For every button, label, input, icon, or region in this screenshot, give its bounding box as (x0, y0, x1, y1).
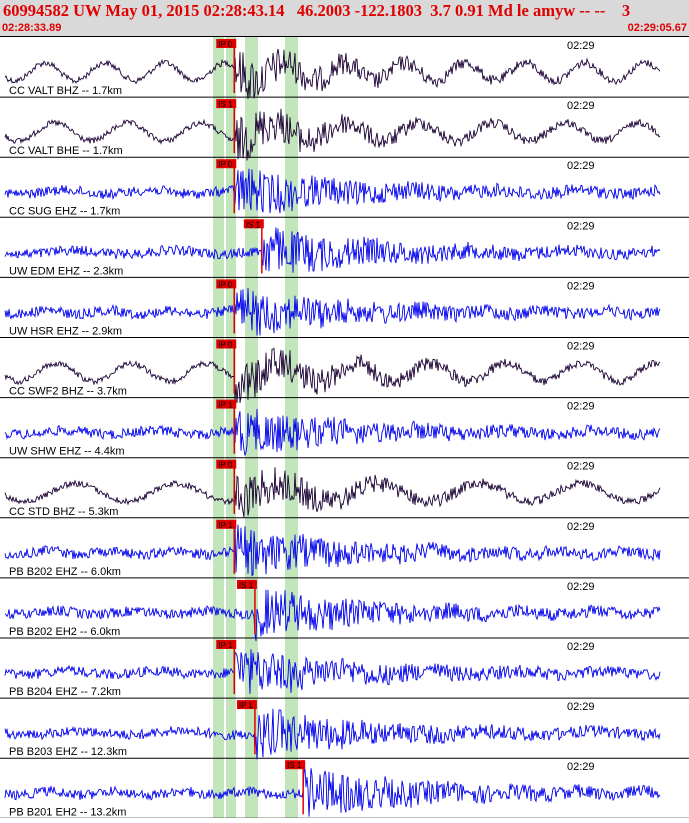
station-label: PB B202 EHZ -- 6.0km (9, 566, 121, 578)
pick-label: IS 1 (287, 761, 302, 770)
trace-row[interactable]: IP 0 02:29 CC SUG EHZ -- 1.7km (0, 159, 689, 218)
phase-band (226, 37, 236, 818)
trace-row[interactable]: IP 0 02:29 CC STD BHZ -- 5.3km (0, 459, 689, 519)
trace-time-label: 02:29 (567, 521, 595, 533)
phase-band (213, 37, 224, 818)
pick-tag[interactable] (216, 339, 237, 349)
trace-time-label: 02:29 (567, 401, 595, 413)
trace-row[interactable]: IP 1 02:29 PB B203 EHZ -- 12.3km (0, 700, 689, 760)
pick-label: IS 1 (239, 581, 254, 590)
pick-tag[interactable] (216, 399, 237, 409)
trace-row[interactable]: IS 1 02:29 PB B201 EH2 -- 13.2km (0, 760, 689, 819)
waveform (4, 649, 661, 694)
waveform (4, 168, 661, 214)
pick-label: IP 1 (239, 701, 254, 710)
trace-row[interactable]: IS 1 02:29 PB B202 EH2 -- 6.0km (0, 579, 689, 642)
pick-label: IS 1 (218, 100, 233, 109)
station-label: CC SUG EHZ -- 1.7km (9, 205, 120, 217)
trace-time-label: 02:29 (567, 341, 595, 353)
trace-row[interactable]: IP 1 02:29 UW SHW EHZ -- 4.4km (0, 399, 689, 459)
trace-row[interactable]: IP 1 02:29 PB B204 EHZ -- 7.2km (0, 640, 689, 699)
pick-label: IP 0 (218, 160, 233, 169)
station-label: UW HSR EHZ -- 2.9km (9, 326, 122, 338)
event-title: 60994582 UW May 01, 2015 02:28:43.14 46.… (3, 1, 631, 20)
station-label: CC VALT BHE -- 1.7km (9, 145, 123, 157)
phase-band (285, 37, 298, 818)
window-end-time: 02:29:05.67 (627, 22, 687, 34)
pick-label: IP 1 (218, 641, 233, 650)
waveform (4, 768, 661, 817)
station-label: PB B203 EHZ -- 12.3km (9, 746, 127, 758)
trace-time-label: 02:29 (567, 40, 595, 52)
pick-tag[interactable] (216, 279, 237, 289)
trace-time-label: 02:29 (567, 641, 595, 653)
waveform (4, 347, 661, 404)
trace-time-label: 02:29 (567, 461, 595, 473)
station-label: PB B201 EH2 -- 13.2km (9, 806, 126, 818)
pick-tag[interactable] (243, 219, 264, 229)
trace-time-label: 02:29 (567, 280, 595, 292)
pick-label: IP 0 (218, 40, 233, 49)
trace-row[interactable]: IP 0 02:29 UW HSR EHZ -- 2.9km (0, 279, 689, 338)
trace-time-label: 02:29 (567, 581, 595, 593)
station-label: PB B204 EHZ -- 7.2km (9, 686, 121, 698)
pick-tag[interactable] (216, 39, 237, 48)
pick-tag[interactable] (285, 760, 306, 770)
waveform (4, 408, 661, 456)
trace-time-label: 02:29 (567, 220, 595, 232)
waveform (4, 48, 661, 99)
trace-time-label: 02:29 (567, 701, 595, 713)
pick-label: IP 0 (218, 461, 233, 470)
trace-time-label: 02:29 (567, 761, 595, 773)
station-label: PB B202 EH2 -- 6.0km (9, 626, 120, 638)
pick-tag[interactable] (216, 519, 237, 529)
waveform (4, 227, 661, 273)
station-label: UW SHW EHZ -- 4.4km (9, 446, 125, 458)
trace-time-label: 02:29 (567, 100, 595, 112)
waveform (4, 467, 661, 518)
waveform (4, 108, 661, 161)
pick-label: IP 0 (218, 280, 233, 289)
seismogram-traces: IP 0 02:29 CC VALT BHZ -- 1.7km IS 1 02:29 CC… (0, 37, 689, 819)
waveform (4, 589, 661, 642)
pick-label: IP 1 (218, 401, 233, 410)
station-label: UW EDM EHZ -- 2.3km (9, 265, 123, 277)
trace-row[interactable]: IP 0 02:29 CC SWF2 BHZ -- 3.7km (0, 339, 689, 404)
trace-time-label: 02:29 (567, 160, 595, 172)
waveform (4, 524, 661, 577)
station-label: CC STD BHZ -- 5.3km (9, 506, 118, 518)
pick-tag[interactable] (236, 700, 257, 710)
pick-tag[interactable] (236, 579, 257, 589)
pick-tag[interactable] (216, 99, 237, 109)
waveform (4, 287, 661, 336)
pick-label: IP 0 (218, 341, 233, 350)
station-label: CC VALT BHZ -- 1.7km (9, 85, 122, 97)
pick-tag[interactable] (216, 640, 237, 649)
trace-row[interactable]: IP 0 02:29 CC VALT BHZ -- 1.7km (0, 39, 689, 99)
window-start-time: 02:28:33.89 (2, 22, 62, 34)
station-label: CC SWF2 BHZ -- 3.7km (9, 386, 127, 398)
waveform (4, 708, 661, 760)
pick-label: IP 1 (218, 521, 233, 530)
trace-row[interactable]: IS 1 02:29 UW EDM EHZ -- 2.3km (0, 219, 689, 278)
trace-row[interactable]: IP 1 02:29 PB B202 EHZ -- 6.0km (0, 519, 689, 579)
pick-label: IS 1 (246, 220, 261, 229)
trace-row[interactable]: IS 1 02:29 CC VALT BHE -- 1.7km (0, 99, 689, 161)
pick-tag[interactable] (216, 159, 237, 169)
seismogram-panel: IP 0 02:29 CC VALT BHZ -- 1.7km IS 1 02:29 CC… (0, 37, 689, 819)
pick-tag[interactable] (216, 459, 237, 469)
event-header: 60994582 UW May 01, 2015 02:28:43.14 46.… (0, 0, 689, 37)
